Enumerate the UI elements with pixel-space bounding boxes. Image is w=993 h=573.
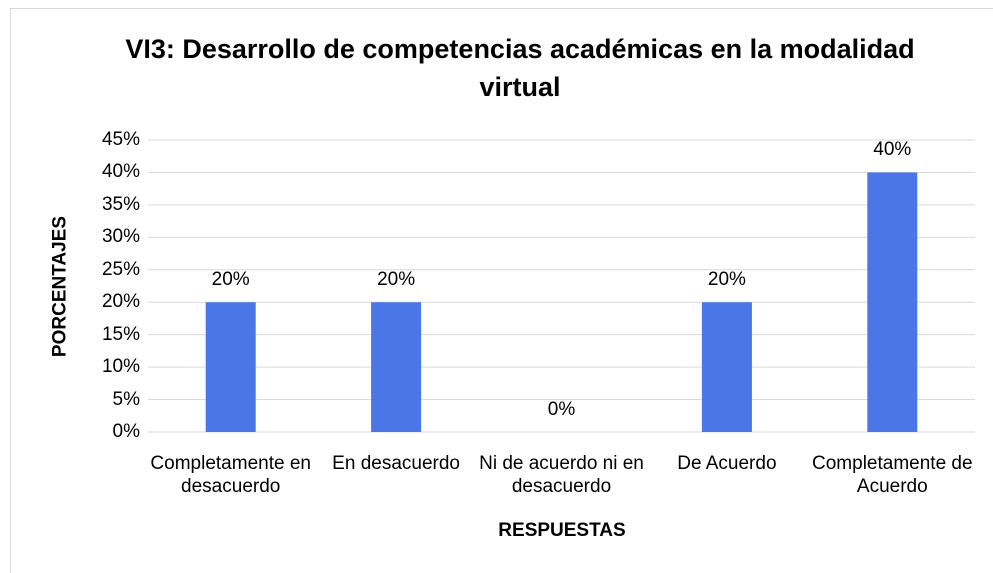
- x-tick-label: En desacuerdo: [332, 453, 460, 474]
- y-tick-label: 45%: [101, 129, 140, 150]
- y-tick-label: 25%: [101, 258, 140, 280]
- y-tick-label: 5%: [112, 388, 140, 410]
- data-label: 20%: [377, 269, 416, 291]
- y-tick-label: 30%: [101, 226, 140, 248]
- data-label: 40%: [873, 139, 912, 161]
- bar: [701, 302, 752, 432]
- data-label: 20%: [211, 269, 250, 291]
- chart-border: [10, 8, 993, 573]
- x-tick-label: Ni de acuerdo ni en desacuerdo: [479, 453, 644, 497]
- y-tick-label: 15%: [101, 323, 140, 345]
- bar: [205, 302, 256, 432]
- x-axis-title: RESPUESTAS: [498, 520, 626, 541]
- y-tick-label: 10%: [101, 356, 140, 378]
- y-tick-label: 20%: [101, 291, 140, 313]
- y-tick-label: 35%: [101, 193, 140, 215]
- bar: [371, 302, 422, 432]
- y-tick-label: 40%: [101, 161, 140, 183]
- x-tick-label: De Acuerdo: [677, 453, 777, 474]
- data-label: 20%: [707, 269, 746, 291]
- y-tick-label: 0%: [112, 421, 140, 442]
- bar: [867, 172, 918, 432]
- data-label: 0%: [547, 399, 576, 420]
- x-tick-label: Completamente de Acuerdo: [812, 453, 973, 497]
- x-tick-label: Completamente en desacuerdo: [150, 453, 311, 497]
- chart-title: VI3: Desarrollo de competencias académic…: [125, 34, 915, 102]
